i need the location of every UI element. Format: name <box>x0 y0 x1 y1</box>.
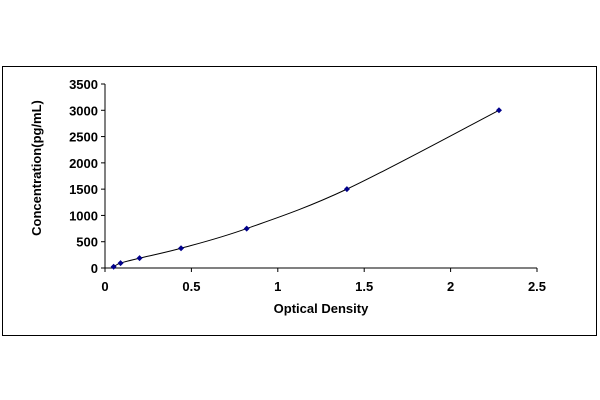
y-axis-title: Concentration(pg/mL) <box>29 100 44 236</box>
x-tick-label: 1 <box>274 279 281 294</box>
y-tick-label: 1500 <box>69 182 98 197</box>
y-ticks: 0 500 1000 1500 2000 2500 3000 3500 <box>69 77 105 276</box>
data-point <box>343 186 350 193</box>
y-tick-label: 500 <box>76 235 98 250</box>
x-tick-label: 0.5 <box>182 279 200 294</box>
data-point <box>110 263 117 270</box>
x-tick-label: 2 <box>447 279 454 294</box>
data-point <box>117 260 124 267</box>
axes <box>104 84 537 269</box>
data-point <box>243 225 250 232</box>
y-tick-label: 3000 <box>69 103 98 118</box>
x-axis-title: Optical Density <box>274 301 369 316</box>
fit-curve <box>113 109 500 268</box>
y-tick-label: 3500 <box>69 77 98 92</box>
x-ticks: 0 0.5 1 1.5 2 2.5 <box>101 268 546 294</box>
y-tick-label: 2000 <box>69 156 98 171</box>
data-points <box>110 107 502 270</box>
data-point <box>136 255 143 262</box>
x-tick-label: 1.5 <box>355 279 373 294</box>
y-tick-label: 2500 <box>69 130 98 145</box>
data-point <box>178 245 185 252</box>
data-point <box>495 107 502 114</box>
x-tick-label: 0 <box>101 279 108 294</box>
y-tick-label: 0 <box>91 261 98 276</box>
y-tick-label: 1000 <box>69 208 98 223</box>
x-tick-label: 2.5 <box>528 279 546 294</box>
